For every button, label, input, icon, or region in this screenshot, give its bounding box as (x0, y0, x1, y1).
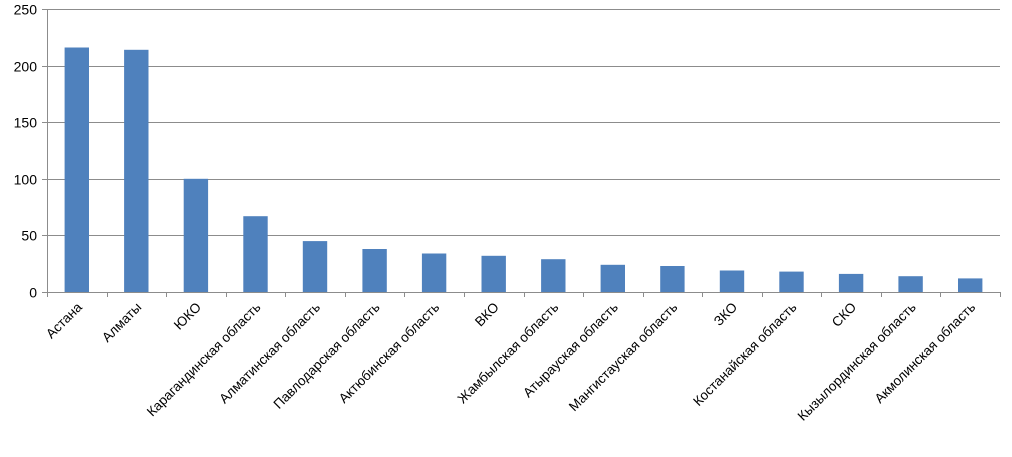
bar (541, 259, 566, 292)
bar (898, 276, 923, 292)
x-tick-label: Жамбылская область (455, 300, 562, 407)
bar (124, 49, 149, 292)
bar (481, 255, 506, 292)
x-tick-label: Костанайская область (690, 300, 799, 409)
x-tick-label: ЗКО (711, 300, 740, 329)
x-tick-label: Павлодарская область (270, 300, 382, 412)
x-tick-label: Астана (43, 299, 85, 341)
x-tick-label: Карагандинская область (144, 300, 264, 420)
bar (779, 271, 804, 292)
bar (660, 266, 685, 292)
x-tick-label: Акмолинская область (872, 300, 979, 407)
y-tick-label: 200 (14, 59, 38, 75)
x-tick-label: Актюбинская область (336, 300, 442, 406)
bar (64, 47, 89, 292)
bar (183, 178, 209, 292)
bar (958, 278, 983, 292)
axes (42, 9, 1001, 297)
y-tick-labels: 0 50 100 150 200 250 (14, 2, 38, 301)
bar (719, 270, 745, 292)
bars (64, 47, 983, 292)
x-tick-label: Кызылординская область (795, 300, 919, 424)
bar (600, 264, 625, 292)
x-tick-label: ВКО (472, 300, 502, 330)
bar (421, 253, 447, 292)
y-tick-label: 100 (14, 172, 38, 188)
x-tick-label: Мангистауская область (566, 300, 681, 415)
y-tick-label: 250 (14, 2, 38, 18)
x-tick-label: ЮКО (171, 300, 204, 333)
x-tick-label: СКО (829, 300, 859, 330)
x-tick-label: Алматы (99, 300, 144, 345)
y-tick-label: 150 (14, 115, 38, 131)
bar (243, 216, 268, 292)
bar (838, 273, 864, 292)
y-tick-label: 50 (21, 228, 37, 244)
x-tick-label: Алматинская область (216, 300, 323, 407)
bar (302, 241, 328, 292)
y-tick-label: 0 (29, 285, 37, 301)
bar (362, 249, 387, 292)
